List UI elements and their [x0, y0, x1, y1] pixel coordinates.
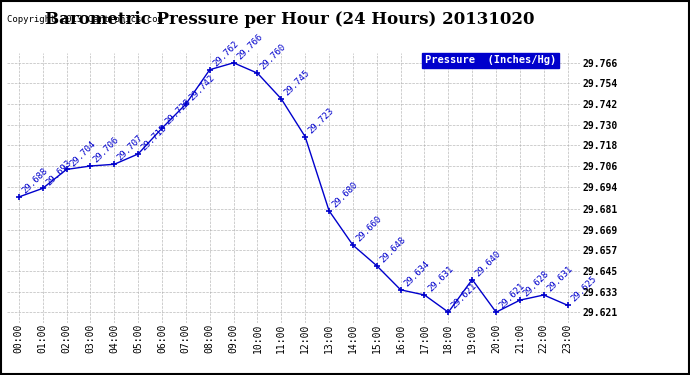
Text: 29.621: 29.621 — [497, 282, 526, 311]
Text: 29.728: 29.728 — [164, 98, 193, 127]
Text: 29.766: 29.766 — [235, 32, 264, 62]
Text: 29.713: 29.713 — [139, 123, 168, 153]
Text: 29.634: 29.634 — [402, 259, 431, 288]
Text: 29.640: 29.640 — [473, 249, 503, 278]
Text: 29.688: 29.688 — [20, 166, 50, 196]
Text: 29.693: 29.693 — [44, 158, 73, 187]
Text: 29.704: 29.704 — [68, 139, 97, 168]
Text: Barometric Pressure per Hour (24 Hours) 20131020: Barometric Pressure per Hour (24 Hours) … — [45, 11, 535, 28]
Text: 29.760: 29.760 — [259, 43, 288, 72]
Text: 29.628: 29.628 — [522, 270, 551, 299]
Text: 29.631: 29.631 — [545, 264, 574, 294]
Text: 29.631: 29.631 — [426, 264, 455, 294]
Text: 29.723: 29.723 — [306, 106, 336, 135]
Text: 29.762: 29.762 — [211, 39, 240, 68]
Text: 29.625: 29.625 — [569, 275, 598, 304]
Text: 29.680: 29.680 — [331, 180, 359, 209]
Text: Copyright 2013 Cartronics.com: Copyright 2013 Cartronics.com — [7, 15, 163, 24]
Text: 29.745: 29.745 — [283, 68, 312, 98]
Text: 29.660: 29.660 — [354, 214, 384, 244]
Text: 29.621: 29.621 — [450, 282, 479, 311]
Text: 29.648: 29.648 — [378, 235, 407, 264]
Text: 29.707: 29.707 — [116, 134, 145, 163]
Text: 29.706: 29.706 — [92, 135, 121, 165]
Text: 29.742: 29.742 — [187, 74, 217, 103]
Text: Pressure  (Inches/Hg): Pressure (Inches/Hg) — [425, 55, 556, 65]
